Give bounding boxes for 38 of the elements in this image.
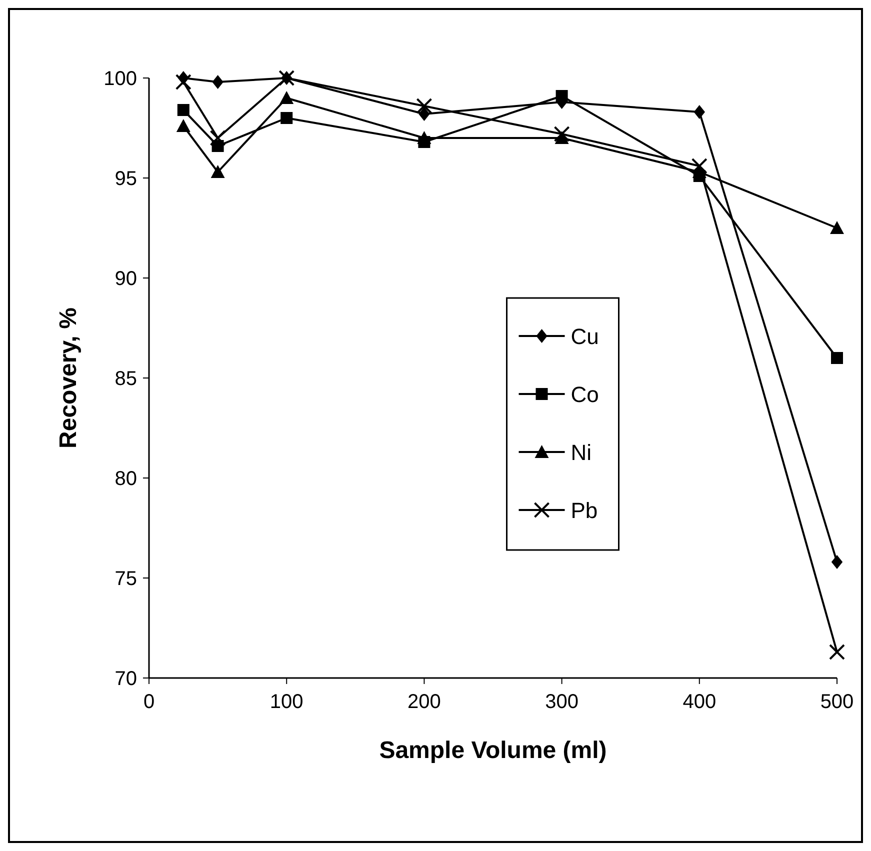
point — [694, 105, 705, 119]
y-tick-label: 95 — [114, 168, 137, 190]
point — [829, 644, 845, 660]
point — [210, 130, 226, 146]
point — [554, 126, 570, 142]
y-tick-label: 70 — [114, 668, 137, 690]
legend-label: Co — [570, 382, 599, 407]
legend-label: Cu — [570, 324, 599, 349]
x-tick-label: 200 — [408, 691, 441, 713]
x-tick-label: 400 — [682, 691, 716, 713]
y-axis-title: Recovery, % — [55, 308, 82, 448]
point — [831, 352, 843, 364]
point — [175, 74, 192, 90]
point — [831, 555, 843, 569]
point — [691, 158, 708, 174]
y-tick-label: 90 — [114, 268, 137, 290]
point — [830, 221, 844, 234]
x-tick-label: 0 — [143, 691, 155, 713]
y-tick-label: 100 — [104, 68, 137, 90]
x-tick-label: 500 — [820, 691, 854, 713]
x-tick-label: 300 — [545, 691, 578, 713]
point — [556, 90, 568, 102]
y-tick-label: 80 — [114, 468, 137, 490]
point — [416, 98, 432, 114]
point — [417, 131, 432, 144]
x-tick-label: 100 — [270, 691, 304, 713]
point — [177, 104, 190, 116]
point — [212, 75, 224, 89]
y-tick-label: 85 — [114, 368, 137, 390]
point — [176, 119, 190, 132]
legend-label: Pb — [570, 498, 598, 523]
legend-label: Ni — [570, 440, 592, 465]
y-tick-label: 75 — [114, 568, 137, 590]
point — [418, 107, 430, 121]
point — [210, 165, 225, 178]
point — [280, 91, 294, 104]
x-axis-title: Sample Volume (ml) — [379, 737, 607, 764]
point — [280, 112, 293, 124]
